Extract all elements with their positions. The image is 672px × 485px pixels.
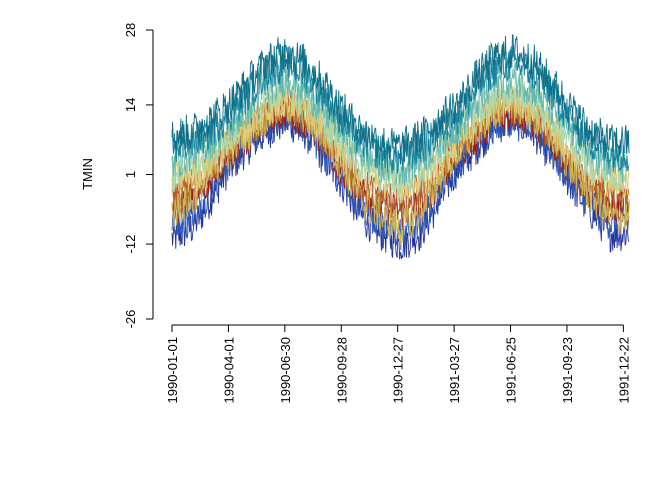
x-tick-label-1: 1990-04-01 [221,337,236,404]
y-tick-label-4: 28 [123,23,138,37]
x-tick-label-4: 1990-12-27 [391,337,406,404]
series-line-10 [171,34,630,165]
axes-layer: -26 -12 1 14 28 1990-01-01 1990-04-01 1990-06-3… [123,23,631,404]
x-tick-label-6: 1991-06-25 [504,337,519,404]
x-tick-label-7: 1991-09-23 [560,337,575,404]
series-layer [171,34,630,260]
x-tick-label-3: 1990-09-28 [334,337,349,404]
y-axis-label: TMIN [80,158,95,190]
y-tick-label-3: 14 [123,98,138,112]
x-tick-label-5: 1991-03-27 [447,337,462,404]
x-tick-label-2: 1990-06-30 [278,337,293,404]
x-tick-label-8: 1991-12-22 [616,337,631,404]
y-tick-label-1: -12 [123,235,138,254]
x-tick-label-0: 1990-01-01 [165,337,180,404]
y-tick-label-2: 1 [123,171,138,178]
y-tick-label-0: -26 [123,310,138,329]
